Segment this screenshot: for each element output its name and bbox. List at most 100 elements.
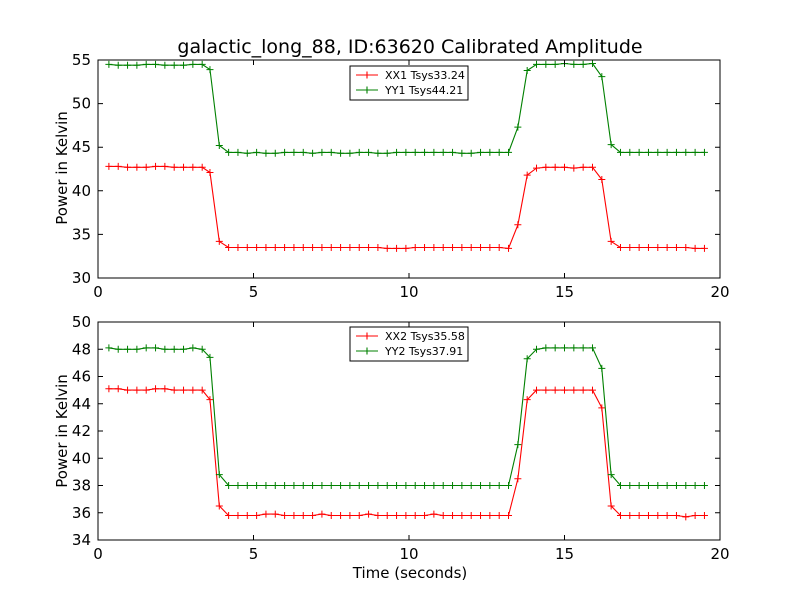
data-point — [206, 66, 214, 74]
x-axis-label: Time (seconds) — [352, 564, 468, 582]
data-point — [467, 511, 475, 519]
data-point — [225, 148, 233, 156]
data-point — [402, 482, 410, 489]
data-point — [588, 386, 596, 394]
data-point — [142, 60, 150, 68]
data-point — [290, 482, 298, 489]
data-point — [635, 148, 643, 156]
data-point — [430, 510, 438, 518]
data-point — [133, 386, 141, 394]
data-point — [402, 244, 410, 252]
data-point — [355, 148, 363, 156]
data-point — [225, 243, 233, 251]
data-point — [467, 149, 475, 157]
data-point — [616, 482, 624, 489]
data-point — [607, 141, 615, 149]
data-point — [281, 511, 289, 519]
data-point — [533, 386, 541, 394]
data-point — [514, 123, 522, 131]
data-point — [393, 148, 401, 156]
legend-label: XX2 Tsys35.58 — [385, 330, 465, 343]
data-point — [570, 344, 578, 352]
data-point — [700, 244, 708, 252]
data-point — [514, 475, 522, 483]
data-point — [383, 511, 391, 519]
data-point — [495, 243, 503, 251]
data-point — [439, 243, 447, 251]
data-point — [533, 345, 541, 353]
data-point — [505, 148, 513, 156]
data-point — [114, 162, 122, 170]
data-point — [486, 482, 494, 489]
chart-title: galactic_long_88, ID:63620 Calibrated Am… — [177, 36, 642, 58]
x-tick-label: 20 — [710, 545, 729, 563]
data-point — [672, 482, 680, 489]
data-point — [439, 482, 447, 489]
data-point — [430, 243, 438, 251]
data-point — [206, 396, 214, 404]
data-point — [691, 511, 699, 519]
data-point — [152, 60, 160, 68]
data-point — [374, 149, 382, 157]
y-axis-label-bottom: Power in Kelvin — [53, 374, 71, 488]
data-point — [133, 345, 141, 353]
data-point — [570, 164, 578, 172]
data-point — [124, 386, 132, 394]
x-tick-label: 15 — [555, 283, 574, 301]
top-subplot: 0 5 10 15 20 30 35 40 45 50 55 XX1 Tsys33.24 YY1 Tsy… — [72, 51, 730, 301]
data-point — [505, 511, 513, 519]
data-point — [411, 148, 419, 156]
y-tick-label: 35 — [72, 225, 91, 243]
data-point — [616, 511, 624, 519]
data-point — [318, 148, 326, 156]
data-point — [551, 344, 559, 352]
data-point — [234, 482, 242, 489]
data-point — [337, 243, 345, 251]
data-point — [234, 243, 242, 251]
data-point — [682, 243, 690, 251]
data-point — [561, 163, 568, 171]
data-point — [523, 396, 531, 404]
legend-swatch — [356, 86, 378, 94]
legend-label: XX1 Tsys33.24 — [385, 69, 465, 82]
data-point — [105, 60, 113, 68]
data-point — [495, 148, 503, 156]
data-point — [180, 386, 188, 394]
data-point — [142, 386, 150, 394]
data-point — [253, 482, 261, 489]
data-point — [523, 355, 531, 363]
x-tick-label: 20 — [710, 283, 729, 301]
data-point — [393, 511, 401, 519]
data-point — [189, 344, 197, 352]
data-point — [170, 163, 178, 171]
bottom-subplot: 0 5 10 15 20 34 36 38 40 42 44 46 48 50 XX2 Tsys35.58 Y… — [72, 313, 730, 563]
data-point — [672, 243, 680, 251]
data-point — [682, 513, 690, 521]
data-point — [290, 148, 298, 156]
data-point — [271, 510, 279, 518]
data-point — [579, 163, 587, 171]
data-point — [682, 482, 690, 489]
data-point — [486, 511, 494, 519]
data-point — [374, 511, 382, 519]
data-point — [253, 243, 261, 251]
legend-label: YY2 Tsys37.91 — [384, 345, 463, 358]
data-point — [180, 61, 188, 69]
data-point — [318, 243, 326, 251]
data-point — [439, 148, 447, 156]
data-point — [374, 243, 382, 251]
data-point — [449, 243, 457, 251]
data-point — [290, 511, 298, 519]
data-point — [523, 171, 531, 179]
legend-swatch — [356, 347, 378, 355]
legend-box — [349, 326, 469, 362]
data-point — [271, 149, 279, 157]
data-point — [644, 482, 652, 489]
data-point — [663, 482, 671, 489]
data-point — [430, 482, 438, 489]
data-point — [309, 482, 317, 489]
data-point — [654, 482, 662, 489]
data-point — [467, 243, 475, 251]
data-point — [644, 148, 652, 156]
